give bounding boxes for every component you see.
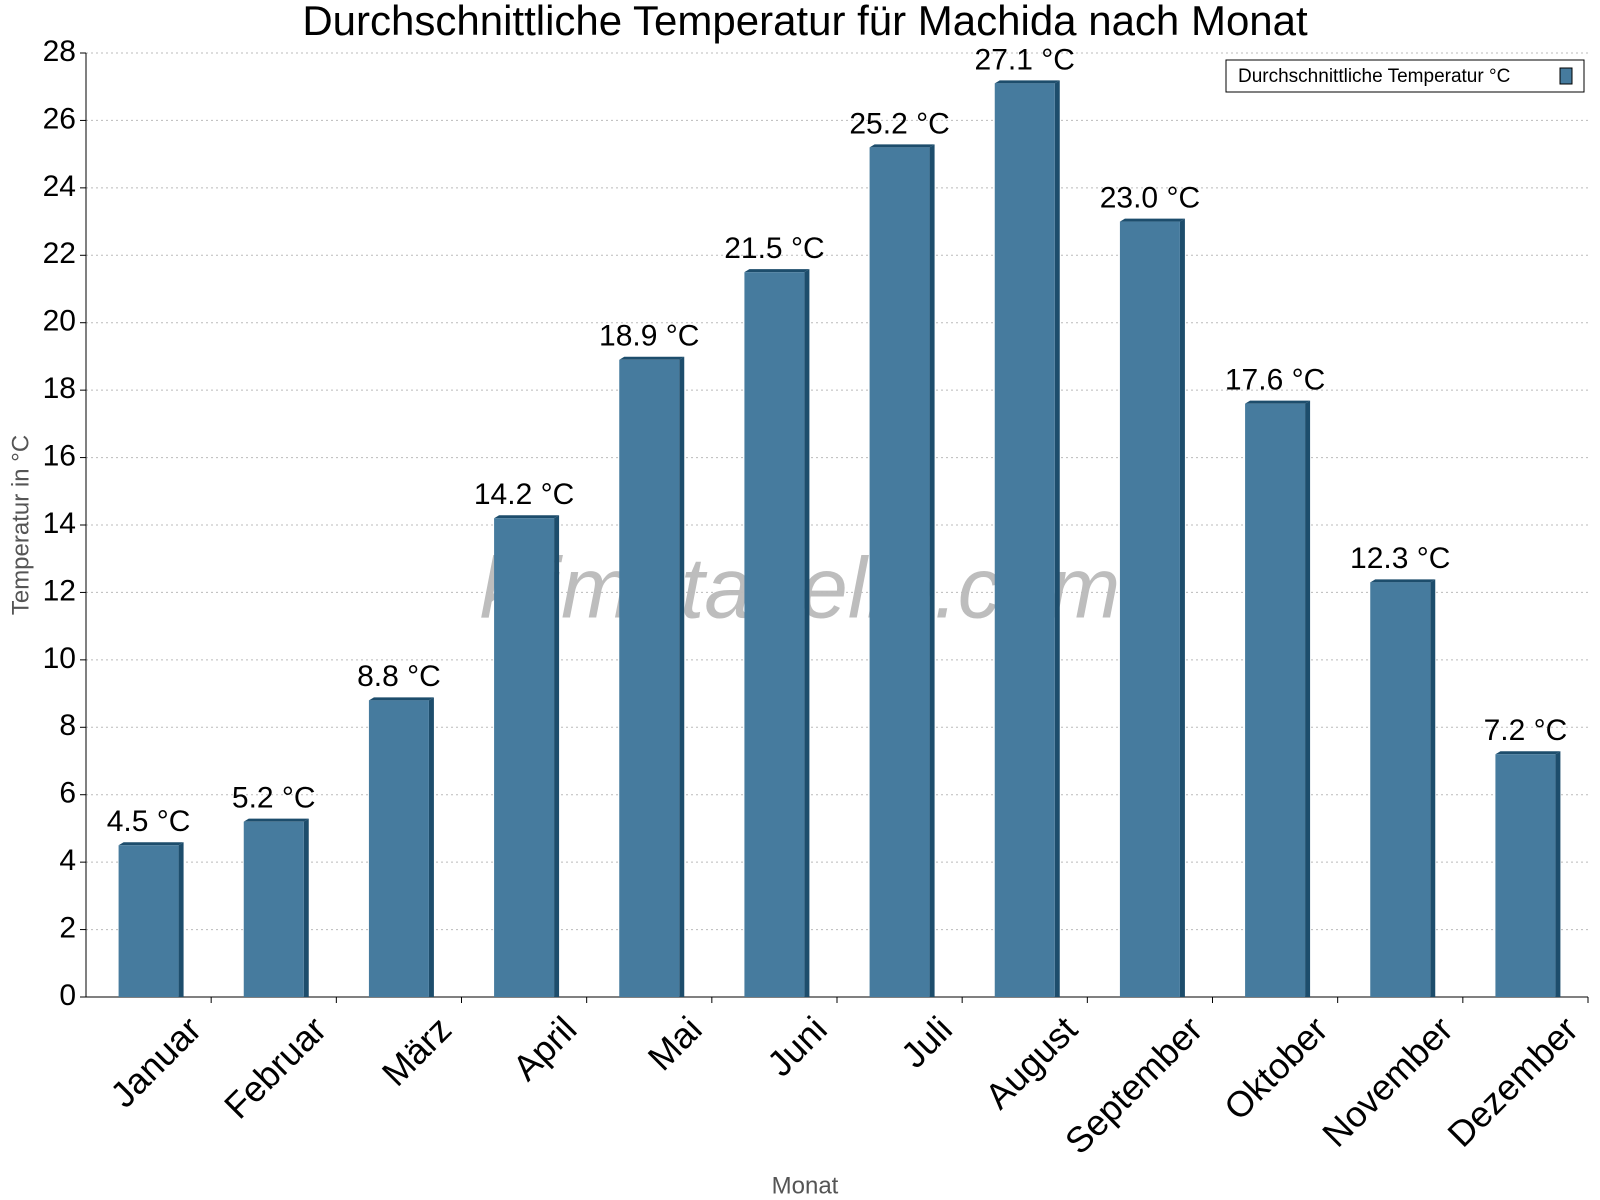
legend-box xyxy=(1225,59,1585,93)
bar xyxy=(243,821,304,997)
y-tick-label: 18 xyxy=(43,372,76,405)
value-label: 5.2 °C xyxy=(232,782,316,815)
value-label: 25.2 °C xyxy=(849,107,949,140)
y-tick-label: 24 xyxy=(43,170,76,203)
value-label: 18.9 °C xyxy=(599,320,699,353)
legend-label: Durchschnittliche Temperatur °C xyxy=(1238,66,1510,87)
bar-side xyxy=(804,269,810,998)
bar-top xyxy=(118,842,184,846)
value-label: 27.1 °C xyxy=(975,43,1075,76)
y-tick-label: 8 xyxy=(59,709,76,742)
bar-top xyxy=(1495,751,1561,755)
bar xyxy=(1245,403,1306,998)
bar xyxy=(619,359,680,997)
bar-side xyxy=(554,515,560,997)
bar xyxy=(1370,582,1431,997)
y-tick-label: 6 xyxy=(59,777,76,810)
bar-top xyxy=(1370,579,1436,583)
value-label: 14.2 °C xyxy=(474,478,574,511)
bar-top xyxy=(1245,400,1311,404)
x-axis-label: Monat xyxy=(772,1172,839,1199)
y-axis-label: Temperatur in °C xyxy=(7,435,34,615)
bar-side xyxy=(303,818,309,997)
bar-side xyxy=(1555,751,1561,997)
bar xyxy=(744,272,805,998)
value-label: 12.3 °C xyxy=(1350,542,1450,575)
y-tick-label: 12 xyxy=(43,574,76,607)
y-tick-label: 20 xyxy=(43,305,76,338)
bar xyxy=(1119,221,1180,998)
bar xyxy=(368,700,429,997)
bar-side xyxy=(1054,80,1060,998)
y-tick-label: 4 xyxy=(59,844,76,877)
bar xyxy=(494,518,555,997)
y-tick-label: 10 xyxy=(43,642,76,675)
bar-top xyxy=(869,144,935,148)
y-tick-label: 26 xyxy=(43,102,76,135)
bar-top xyxy=(744,269,810,273)
value-label: 17.6 °C xyxy=(1225,364,1325,397)
value-label: 23.0 °C xyxy=(1100,181,1200,214)
value-label: 21.5 °C xyxy=(724,232,824,265)
y-tick-label: 16 xyxy=(43,439,76,472)
bar-side xyxy=(929,144,935,997)
value-label: 7.2 °C xyxy=(1484,714,1568,747)
bar-side xyxy=(1305,400,1311,998)
y-tick-label: 0 xyxy=(59,979,76,1012)
bar xyxy=(1495,754,1556,997)
bar-side xyxy=(1430,579,1436,997)
y-tick-label: 2 xyxy=(59,911,76,944)
legend-swatch xyxy=(1559,67,1573,85)
bar-side xyxy=(428,697,434,997)
bar xyxy=(118,845,179,997)
chart-title: Durchschnittliche Temperatur für Machida… xyxy=(302,0,1308,44)
y-tick-label: 14 xyxy=(43,507,76,540)
bar-side xyxy=(1179,218,1185,998)
value-label: 8.8 °C xyxy=(357,660,441,693)
y-tick-label: 22 xyxy=(43,237,76,270)
bar-top xyxy=(1119,218,1185,222)
bar xyxy=(994,83,1055,998)
bar-side xyxy=(178,842,184,997)
bar-side xyxy=(679,356,685,997)
value-label: 4.5 °C xyxy=(107,805,191,838)
bar xyxy=(869,147,930,997)
y-tick-label: 28 xyxy=(43,35,76,68)
bar-top xyxy=(494,515,560,519)
bar-top xyxy=(619,356,685,360)
bar-top xyxy=(243,818,309,822)
bar-top xyxy=(994,80,1060,84)
bar-top xyxy=(368,697,434,701)
